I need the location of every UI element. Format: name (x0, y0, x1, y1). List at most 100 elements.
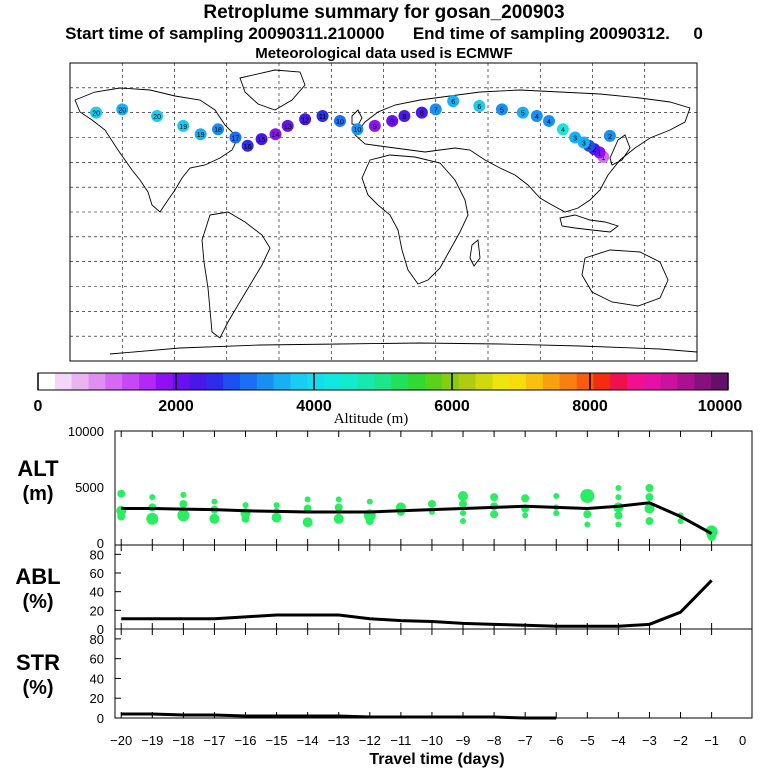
x-tick-label: −18 (172, 733, 194, 748)
alt-scatter-point (427, 499, 436, 508)
plume-day-label: 2 (608, 134, 612, 141)
colorbar-cell (54, 373, 73, 390)
colorbar-cell (677, 373, 695, 390)
plume-day-label: 14 (272, 132, 280, 139)
sampling-time-line: Start time of sampling 20090311.210000 E… (65, 24, 703, 43)
plume-marker (269, 128, 282, 141)
plume-marker (177, 119, 190, 132)
abl-panel-label: ABL (15, 564, 60, 589)
alt-scatter-point (271, 512, 282, 523)
colorbar-cell (526, 373, 544, 390)
alt-scatter-point (521, 494, 530, 503)
plume-marker (229, 131, 242, 144)
alt-scatter-point (116, 505, 127, 516)
plume-marker (116, 103, 129, 116)
plume-day-label: 5 (500, 107, 504, 114)
alt-scatter-point (148, 503, 157, 512)
alt-ytick-label: 0 (97, 536, 104, 551)
plume-marker (473, 100, 486, 113)
str-series-line (121, 712, 557, 720)
plume-day-label: 4 (535, 114, 539, 121)
plume-markers: 1122233444556678899101011121314151617181… (90, 95, 616, 163)
alt-scatter-point (149, 494, 156, 501)
x-tick-label: −7 (518, 733, 533, 748)
colorbar-cell (694, 373, 712, 390)
plume-marker (429, 103, 442, 116)
alt-scatter-point (179, 499, 188, 508)
colorbar-cell (610, 373, 628, 390)
plume-day-label: 6 (477, 104, 481, 111)
x-tick-label: −19 (141, 733, 163, 748)
alt-scatter-point (677, 518, 684, 525)
alt-scatter-point (335, 496, 342, 503)
colorbar-cell (172, 373, 190, 390)
alt-panel-frame (114, 430, 753, 546)
str-panel-units: (%) (22, 677, 53, 699)
x-tick-label: −6 (549, 733, 564, 748)
plume-day-label: 1 (601, 155, 605, 162)
plume-day-label: 8 (420, 111, 424, 118)
alt-scatter-point (428, 508, 435, 515)
colorbar-cell (340, 373, 359, 390)
pct-ytick-label: 0 (97, 622, 104, 637)
colorbar-cell (425, 373, 443, 390)
plume-day-label: 2 (587, 144, 591, 151)
colorbar-cell (542, 373, 561, 390)
pct-ytick-label: 0 (97, 711, 104, 726)
alt-scatter-point (490, 502, 499, 511)
plume-marker (90, 106, 103, 119)
pct-ytick-label: 40 (90, 585, 104, 600)
alt-scatter-point (490, 510, 499, 519)
alt-scatter-point (584, 521, 591, 528)
colorbar-cell (155, 373, 174, 390)
pct-ytick-label: 20 (90, 691, 104, 706)
x-tick-label: −4 (611, 733, 626, 748)
colorbar-cell (105, 373, 123, 390)
alt-scatter-point (210, 505, 219, 514)
plume-marker (241, 139, 254, 152)
colorbar-tick-label: 0 (34, 398, 43, 415)
colorbar-cell (458, 373, 476, 390)
plume-day-label: 1 (598, 150, 602, 157)
colorbar-cell (374, 373, 392, 390)
alt-scatter-point (706, 529, 717, 540)
alt-scatter-point (146, 512, 159, 525)
x-tick-label: −12 (359, 733, 381, 748)
colorbar-cell (71, 373, 89, 390)
alt-scatter-point (615, 485, 622, 491)
abl-panel-frame (114, 544, 753, 630)
plume-marker (212, 123, 225, 136)
alt-ytick-label: 10000 (68, 424, 104, 439)
colorbar-tick-label: 2000 (158, 398, 194, 415)
alt-scatter-point (117, 512, 126, 521)
colorbar-cell (593, 373, 611, 390)
alt-scatter-point (302, 517, 313, 528)
plume-marker (583, 139, 596, 152)
colorbar-cell (324, 373, 342, 390)
pct-ytick-label: 60 (90, 566, 104, 581)
plume-marker (281, 119, 294, 132)
alt-panel-units: (m) (22, 483, 53, 505)
plume-day-label: 19 (197, 132, 205, 139)
pct-ytick-label: 20 (90, 603, 104, 618)
alt-scatter-point (614, 511, 623, 520)
plume-day-label: 2 (592, 147, 596, 154)
plume-day-label: 16 (244, 144, 252, 151)
plume-day-label: 12 (301, 117, 309, 124)
alt-panel-label: ALT (17, 456, 59, 481)
x-tick-label: −13 (328, 733, 350, 748)
plume-marker (316, 109, 329, 122)
x-tick-label: −15 (266, 733, 288, 748)
plume-marker (597, 150, 610, 163)
plume-day-label: 20 (92, 111, 100, 118)
colorbar-cell (38, 373, 56, 390)
colorbar-tick-label: 4000 (296, 398, 332, 415)
plume-marker (351, 123, 364, 136)
alt-scatter-point (273, 507, 280, 514)
plume-marker (386, 114, 399, 127)
plume-marker (299, 113, 312, 126)
alt-series-line (121, 501, 713, 535)
plume-marker (556, 123, 569, 136)
chart-title: Retroplume summary for gosan_200903 (203, 2, 565, 23)
alt-scatter-point (211, 498, 218, 505)
